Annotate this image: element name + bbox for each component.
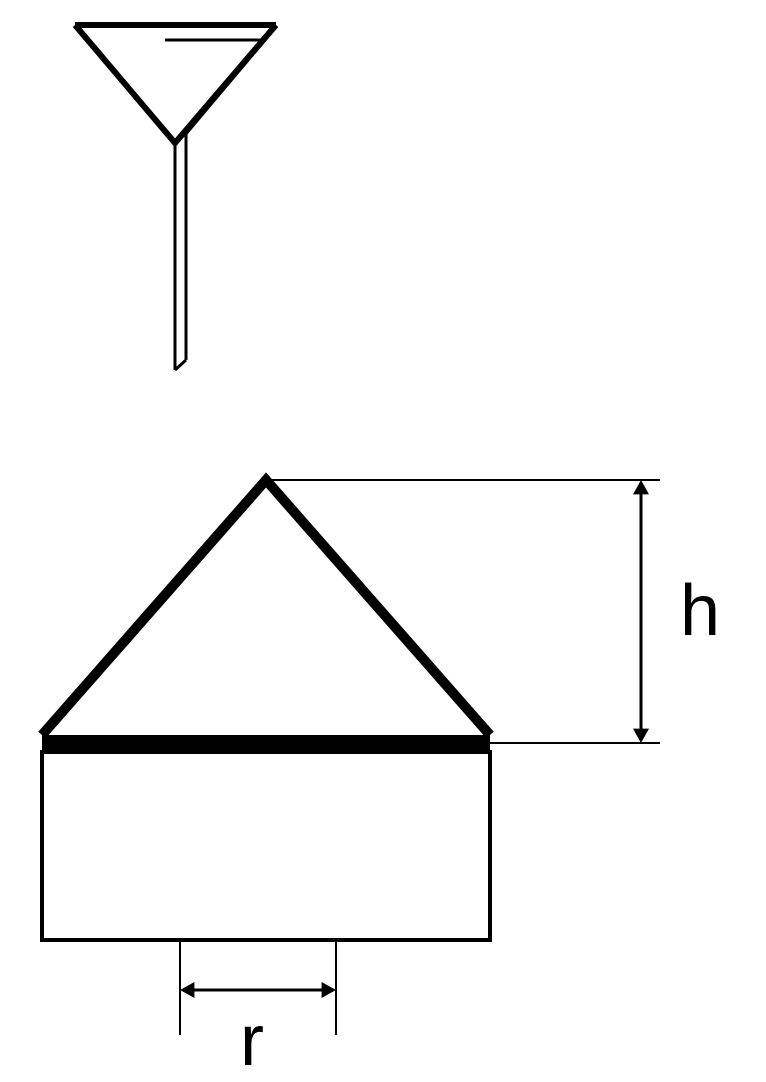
label-r: r: [240, 1000, 264, 1082]
label-h: h: [680, 570, 720, 652]
diagram-svg: [0, 0, 766, 1062]
